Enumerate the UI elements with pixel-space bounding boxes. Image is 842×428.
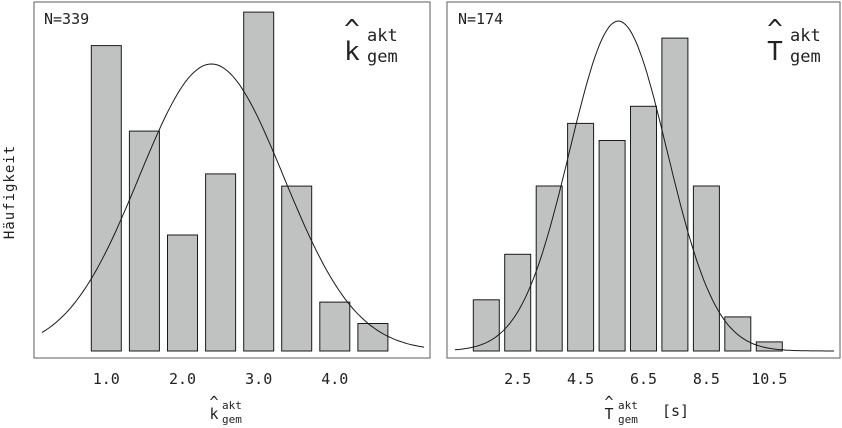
xlabel-main: k [209, 405, 218, 423]
bar-8.5 [692, 185, 720, 352]
symbol-main: k [344, 37, 360, 67]
xlabel-superscript: akt [222, 399, 242, 412]
bar-1 [90, 45, 122, 352]
bar-7.5 [661, 37, 689, 352]
x-tick-label: 2.0 [169, 370, 196, 388]
x-tick-label: 3.0 [245, 370, 272, 388]
normal-fit-curve [41, 63, 425, 348]
bar-4 [319, 301, 351, 352]
x-axis-label: ^ k akt gem [209, 393, 242, 426]
x-tick-label: 6.5 [630, 370, 657, 388]
panel-symbol: ^ T akt gem [767, 15, 821, 67]
bar-1.5 [128, 130, 160, 352]
xlabel-hat: ^ [604, 393, 613, 411]
bar-2.5 [504, 253, 532, 352]
symbol-subscript: gem [367, 47, 398, 67]
bar-5.5 [598, 140, 626, 352]
bar-3.5 [535, 185, 563, 352]
histogram-panel-k: N=339 ^ k akt gem 1.0 2.0 3.0 4.0 ^ k akt g… [33, 1, 431, 426]
histogram-panel-T: N=174 ^ T akt gem 2.5 4.5 6.5 8.5 10.5 ^ T a… [446, 1, 841, 426]
xlabel-unit: [s] [662, 402, 689, 420]
bar-series [472, 37, 783, 352]
x-tick-label: 8.5 [693, 370, 720, 388]
bar-4.5 [567, 122, 595, 352]
bar-9.5 [724, 316, 752, 352]
xlabel-main: T [604, 405, 613, 423]
xlabel-hat: ^ [209, 393, 218, 411]
x-axis-label: ^ T akt gem [s] [604, 393, 689, 426]
xlabel-subscript: gem [618, 413, 638, 426]
x-tick-label: 2.5 [504, 370, 531, 388]
bar-3 [243, 11, 275, 352]
bar-10.5 [755, 341, 783, 352]
x-tick-label: 10.5 [751, 370, 787, 388]
sample-size-label: N=174 [458, 10, 503, 28]
bar-2 [167, 234, 198, 352]
y-axis-label: Häufigkeit [2, 145, 18, 239]
symbol-superscript: akt [367, 26, 398, 46]
symbol-hat: ^ [767, 15, 783, 45]
symbol-subscript: gem [790, 47, 821, 67]
xlabel-superscript: akt [618, 399, 638, 412]
symbol-superscript: akt [790, 26, 821, 46]
x-tick-label: 4.0 [321, 370, 348, 388]
x-tick-label: 4.5 [567, 370, 594, 388]
plot-frame [33, 1, 431, 359]
bar-3.5 [281, 185, 313, 352]
x-tick-label: 1.0 [93, 370, 120, 388]
normal-fit-curve [454, 20, 835, 352]
plot-frame [446, 1, 841, 359]
panel-symbol: ^ k akt gem [344, 15, 398, 67]
bar-series [90, 11, 389, 352]
xlabel-subscript: gem [222, 413, 242, 426]
symbol-main: T [767, 37, 783, 67]
bar-6.5 [630, 105, 657, 352]
sample-size-label: N=339 [44, 10, 89, 28]
symbol-hat: ^ [344, 15, 360, 45]
x-tick-labels: 2.5 4.5 6.5 8.5 10.5 [504, 370, 787, 388]
bar-1.5 [472, 299, 500, 352]
bar-2.5 [205, 173, 237, 352]
x-tick-labels: 1.0 2.0 3.0 4.0 [93, 370, 349, 388]
bar-4.5 [357, 323, 389, 352]
